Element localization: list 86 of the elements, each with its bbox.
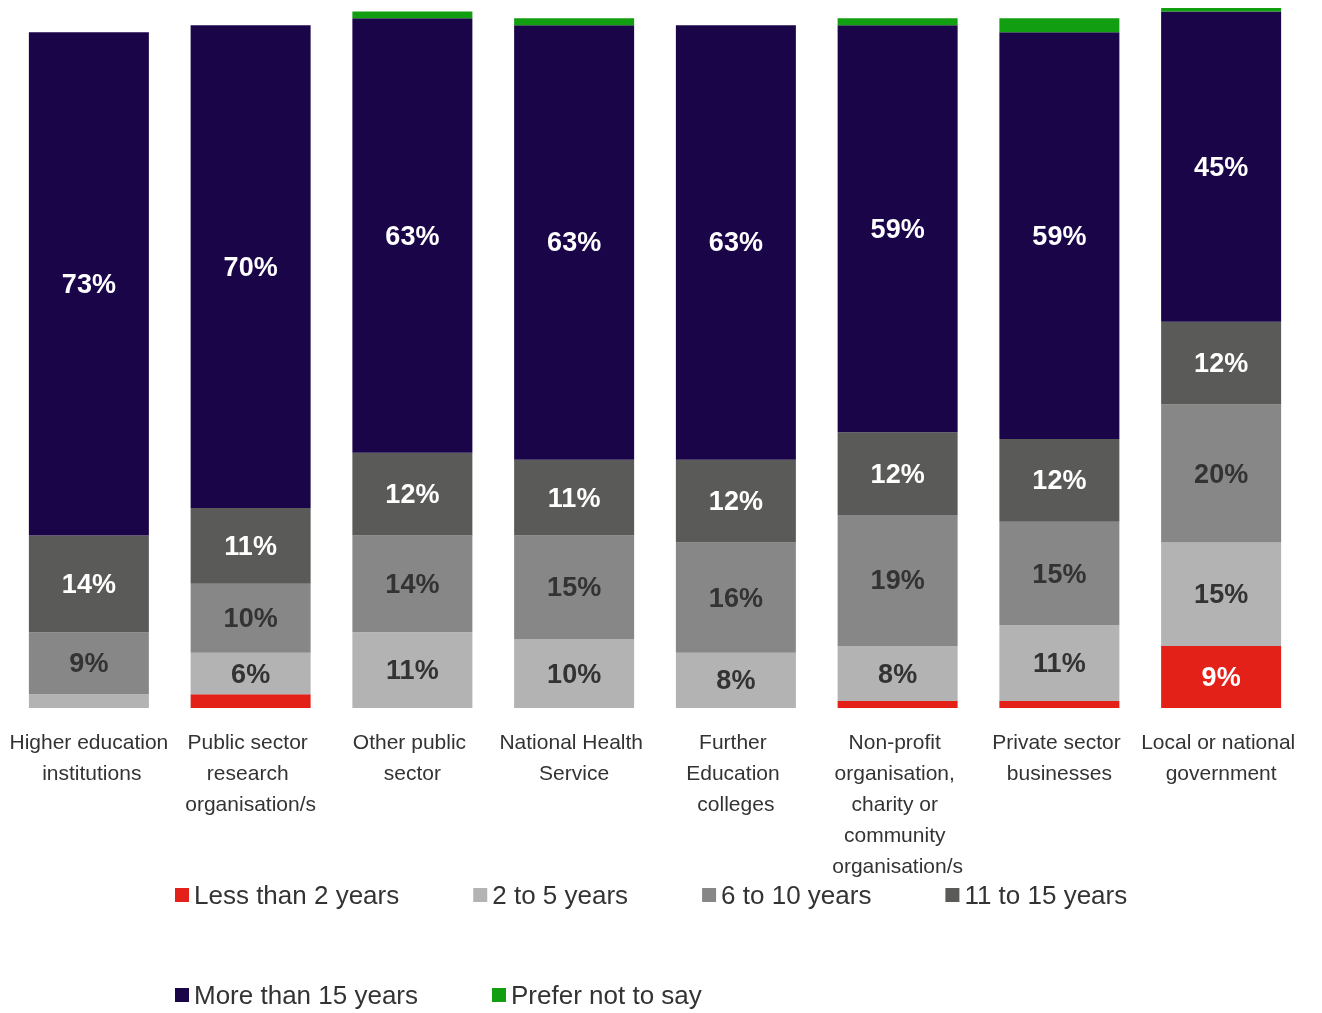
- bar: [28, 535, 149, 633]
- data-label: 8%: [716, 665, 756, 696]
- data-label: 11%: [547, 482, 601, 513]
- bar: [514, 459, 635, 536]
- data-label: 59%: [870, 213, 925, 244]
- x-tick-label: Non-profit organisation, charity or community organisation/s: [832, 730, 963, 877]
- data-label: 9%: [1201, 661, 1241, 692]
- bar: [1161, 11, 1282, 322]
- bar: [675, 652, 796, 708]
- data-label: 20%: [1194, 458, 1249, 489]
- x-tick-label: Private sector businesses: [992, 730, 1127, 784]
- data-label: 45%: [1194, 151, 1249, 182]
- legend-label: Less than 2 years: [194, 880, 400, 910]
- x-tick-label: Local or national government: [1141, 730, 1302, 784]
- bar: [352, 11, 473, 19]
- legend-label: More than 15 years: [194, 980, 419, 1010]
- bar: [675, 459, 796, 543]
- bar: [28, 694, 149, 708]
- data-label: 63%: [385, 220, 440, 251]
- bar: [28, 632, 149, 695]
- bar: [28, 32, 149, 536]
- data-label: 73%: [61, 268, 116, 299]
- data-label: 9%: [69, 648, 109, 679]
- bar: [999, 625, 1120, 702]
- data-label: 12%: [870, 458, 925, 489]
- bar: [514, 18, 635, 26]
- bar: [1161, 321, 1282, 405]
- bar: [837, 18, 958, 26]
- data-label: 16%: [708, 582, 763, 613]
- bar: [190, 583, 311, 653]
- bar: [999, 32, 1120, 440]
- bar: [352, 632, 473, 708]
- data-label: 15%: [547, 572, 602, 603]
- data-label: 10%: [547, 658, 602, 689]
- data-label: 70%: [223, 251, 278, 282]
- x-tick-label: Higher education institutions: [9, 730, 169, 784]
- legend-label: 2 to 5 years: [492, 880, 629, 910]
- bar: [837, 514, 958, 646]
- data-label: 11%: [386, 655, 439, 686]
- data-label: 12%: [385, 479, 440, 510]
- bar: [352, 18, 473, 453]
- bar: [675, 25, 796, 460]
- data-label: 11%: [1033, 648, 1086, 679]
- bar: [837, 432, 958, 515]
- data-label: 14%: [385, 568, 440, 599]
- data-label: 8%: [878, 658, 918, 689]
- bar: [1161, 645, 1282, 708]
- data-label: 15%: [1032, 558, 1087, 589]
- bar: [352, 535, 473, 633]
- data-label: 63%: [708, 227, 763, 258]
- bar: [190, 694, 311, 708]
- data-label: 12%: [1194, 348, 1249, 379]
- bar: [1161, 404, 1282, 543]
- bar: [999, 439, 1120, 522]
- bar: [999, 18, 1120, 33]
- data-label: 15%: [1194, 579, 1249, 610]
- bar: [999, 701, 1120, 708]
- bar: [190, 652, 311, 695]
- bar: [352, 452, 473, 536]
- bar: [675, 542, 796, 653]
- x-tick-label: National Health Service: [499, 730, 649, 784]
- legend-label: Prefer not to say: [511, 980, 702, 1010]
- bar: [837, 25, 958, 433]
- x-tick-label: Further Education colleges: [686, 730, 786, 815]
- data-label: 14%: [61, 568, 116, 599]
- legend-label: 11 to 15 years: [964, 880, 1128, 910]
- data-label: 11%: [224, 530, 277, 561]
- bar: [190, 508, 311, 584]
- bar: [837, 645, 958, 702]
- bar: [190, 25, 311, 508]
- data-label: 12%: [1032, 465, 1087, 496]
- data-label: 19%: [870, 565, 925, 596]
- data-label: 12%: [708, 486, 763, 517]
- bar: [837, 701, 958, 708]
- bar: [1161, 542, 1282, 646]
- bar: [514, 25, 635, 460]
- data-label: 63%: [547, 227, 602, 258]
- bar: [514, 639, 635, 708]
- x-tick-label: Public sector research organisation/s: [185, 730, 316, 815]
- legend-label: 6 to 10 years: [721, 880, 872, 910]
- x-tick-label: Other public sector: [352, 730, 472, 784]
- data-label: 59%: [1032, 220, 1087, 251]
- data-label: 6%: [231, 658, 271, 689]
- bar: [514, 535, 635, 640]
- data-label: 10%: [223, 603, 278, 634]
- bar: [999, 521, 1120, 626]
